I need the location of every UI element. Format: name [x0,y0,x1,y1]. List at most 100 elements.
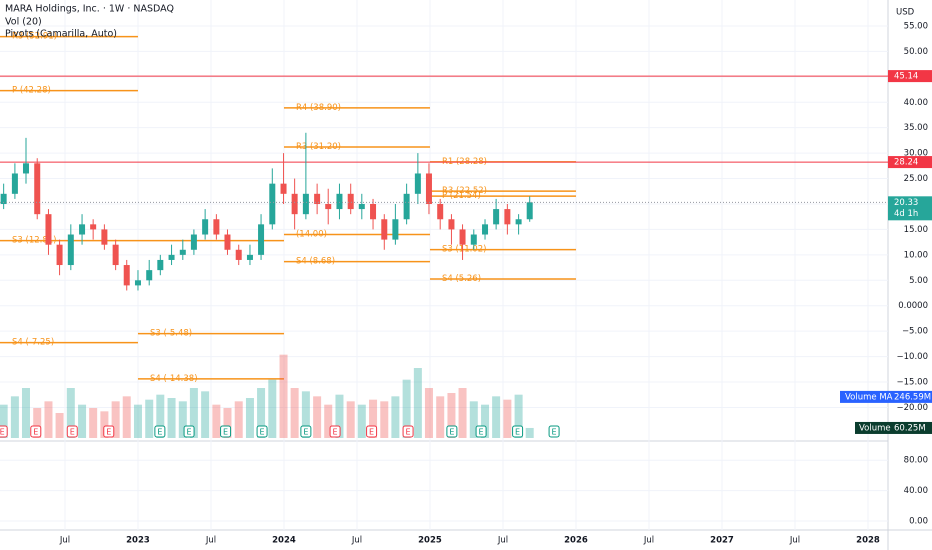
volume-bar [290,388,299,438]
earnings-marker [220,425,232,438]
volume-bar [89,408,98,438]
currency[interactable]: USD [896,8,915,18]
candle-body [79,224,86,235]
volume-bar [55,413,64,438]
candle-body [112,244,119,266]
indicator-label: Vol (20) [5,17,42,28]
y-tick-label: 80.00 [904,456,928,466]
volume-tag-name: Volume [859,423,891,433]
candle-body [157,259,164,271]
candle-body [258,224,265,255]
volume-bar [268,379,277,438]
earnings-marker [446,425,458,438]
candle-body [504,209,511,225]
volume-bar [301,391,310,438]
earnings-label: E [552,428,557,437]
volume-bar [201,391,210,438]
volume-ma-tag [840,390,932,403]
candle-body [246,254,253,260]
x-tick-label: Jul [497,536,508,546]
candle-body [314,193,321,204]
candle-body [34,163,41,215]
price-tag-label: 45.14 [894,72,918,82]
volume-bar [178,401,187,438]
earnings-label: E [303,428,308,437]
x-tick-label: Jul [59,536,70,546]
pivot-label: S4 (-7.25) [12,338,54,348]
volume-bar [525,427,534,438]
volume-bar [189,388,198,438]
candle-body [493,209,500,225]
earnings-marker [183,425,195,438]
pivot-label: R3 (22.52) [442,186,487,196]
volume-bar [503,399,512,438]
volume-ma-name: Volume MA [845,392,893,402]
y-tick-label: 0.00 [909,517,928,527]
volume-bar [313,396,322,438]
pivot-label: S3 (11.02) [442,245,486,255]
volume-bar [133,404,142,438]
earnings-marker [103,425,115,438]
earnings-label: E [369,428,374,437]
y-tick-label: −10.00 [897,352,928,362]
pivot-label: P (21.54) [442,191,481,201]
candle-body [392,219,399,240]
candle-body [381,219,388,240]
pivot-label: S4 (-14.38) [150,374,198,384]
volume-bar [447,393,456,438]
volume-bar [21,388,30,438]
volume-bar [167,398,176,438]
volume-bar [424,388,433,438]
candle-body [482,224,489,235]
candle-body [358,203,365,210]
volume-bar [324,404,333,438]
earnings-label: E [333,428,338,437]
pivot-label: S3 (12.81) [12,236,56,246]
volume-bar [380,401,389,438]
candle-body [67,234,74,266]
x-tick-label: Jul [789,536,800,546]
pivot-label: (14.00) [296,230,327,240]
countdown: 4d 1h [894,209,918,219]
candle-body [302,193,309,215]
indicator-label: Pivots (Camarilla, Auto) [5,29,117,40]
volume-bars [0,354,534,438]
y-tick-label: 0.0000 [898,301,928,311]
volume-ma-value: 246.59M [894,392,931,402]
x-tick-label: 2028 [856,536,880,546]
volume-bar [391,396,400,438]
y-tick-label: 40.00 [904,486,928,496]
x-tick-label: Jul [205,536,216,546]
volume-bar [357,404,366,438]
volume-bar [492,396,501,438]
x-tick-label: 2026 [564,536,588,546]
candle-body [414,173,421,194]
candle-body [190,234,197,250]
earnings-marker [0,425,8,438]
earnings-label: E [515,428,520,437]
volume-bar [257,388,266,438]
candle-body [45,214,52,245]
y-tick-label: −5.00 [902,327,928,337]
price-tag [888,70,932,83]
pivot-label: R4 (38.90) [296,103,341,113]
candle-body [0,193,7,204]
candle-body [448,219,455,230]
volume-tag [855,421,932,434]
candle-body [90,224,97,230]
earnings-label: E [0,428,5,437]
volume-bar [481,404,490,438]
volume-bar [44,401,53,438]
earnings-label: E [106,428,111,437]
x-tick-label: 2024 [272,536,296,546]
candle-body [134,280,141,286]
volume-bar [436,396,445,438]
y-tick-label: 5.00 [909,276,928,286]
x-tick-label: 2023 [126,536,150,546]
y-tick-label: 50.00 [904,47,928,57]
volume-bar [245,398,254,438]
volume-bar [145,399,154,438]
candle-body [291,193,298,215]
candle-body [213,219,220,235]
